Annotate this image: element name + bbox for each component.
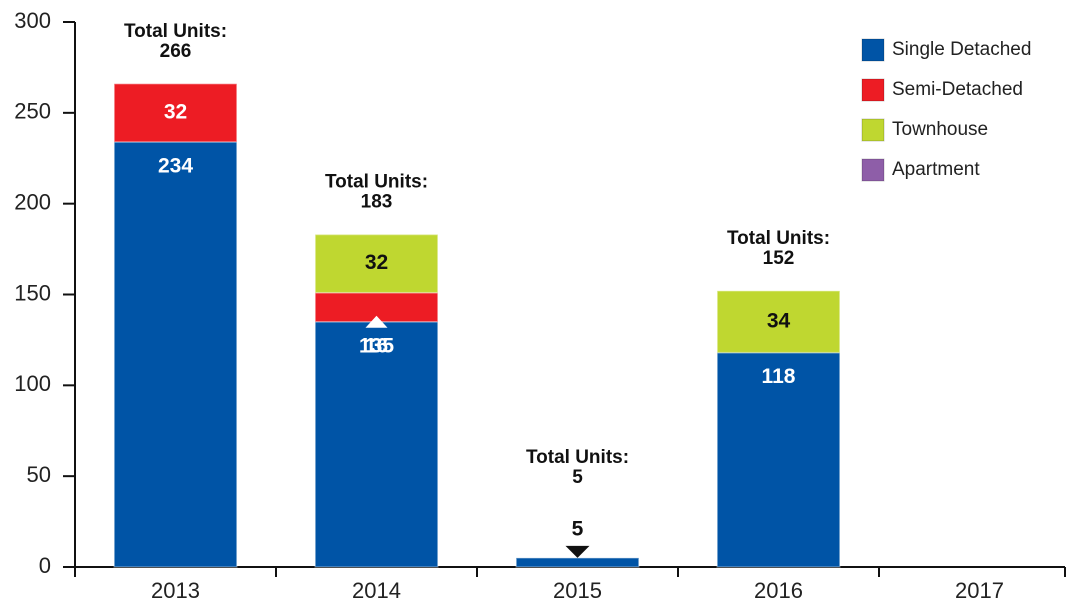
x-tick-label: 2013 (151, 578, 200, 603)
data-label: 32 (365, 251, 388, 274)
legend-label: Single Detached (892, 39, 1031, 60)
data-label: 5 (572, 517, 584, 540)
bar-segment (314, 233, 439, 294)
x-tick-label: 2014 (352, 578, 401, 603)
legend-label: Townhouse (892, 119, 988, 140)
y-tick-label: 150 (14, 280, 51, 305)
x-tick-label: 2015 (553, 578, 602, 603)
total-title: Total Units: (727, 228, 830, 249)
total-title: Total Units: (526, 447, 629, 468)
bar-segment (515, 557, 640, 568)
bar-segment (314, 321, 439, 568)
total-value: 266 (160, 41, 192, 62)
legend-label: Semi-Detached (892, 79, 1023, 100)
bar-segment (113, 83, 238, 143)
y-tick-label: 300 (14, 8, 51, 33)
total-value: 183 (361, 192, 393, 213)
data-label: 135 (359, 334, 394, 357)
y-tick-label: 0 (39, 553, 51, 578)
total-title: Total Units: (325, 172, 428, 193)
marker-arrow (565, 545, 590, 558)
y-tick-label: 100 (14, 371, 51, 396)
x-tick-label: 2017 (955, 578, 1004, 603)
bar-segment (113, 141, 238, 568)
legend-swatch (861, 158, 885, 182)
y-tick-label: 200 (14, 189, 51, 214)
total-title: Total Units: (124, 21, 227, 42)
data-label: 16 (365, 334, 388, 357)
y-tick-label: 250 (14, 99, 51, 124)
data-label: 118 (762, 365, 796, 388)
legend-swatch (861, 38, 885, 62)
data-label: 34 (767, 309, 791, 332)
bar-segment (716, 290, 841, 354)
x-tick-label: 2016 (754, 578, 803, 603)
total-value: 5 (572, 467, 583, 488)
marker-arrow (365, 315, 388, 328)
legend-label: Apartment (892, 159, 980, 180)
legend-swatch (861, 118, 885, 142)
bar-segment (716, 351, 841, 568)
total-value: 152 (763, 248, 795, 269)
legend-swatch (861, 78, 885, 102)
data-label: 32 (164, 100, 187, 123)
data-label: 234 (158, 154, 193, 177)
y-tick-label: 50 (27, 462, 51, 487)
